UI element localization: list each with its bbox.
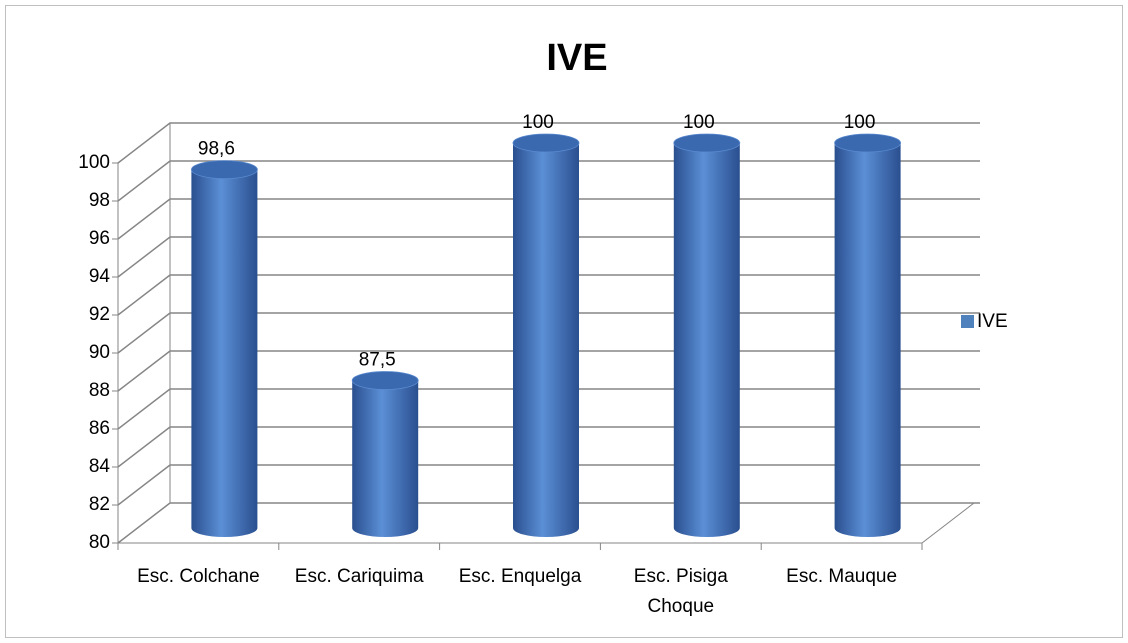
y-tick-label: 92 (89, 304, 110, 325)
y-tick-label: 100 (78, 152, 110, 173)
legend-label: IVE (977, 311, 1008, 332)
y-tick-label: 90 (89, 342, 110, 363)
bar-top (351, 371, 419, 390)
y-tick-label: 80 (89, 532, 110, 553)
legend-swatch (961, 315, 974, 328)
y-tick-label: 98 (89, 190, 110, 211)
bar-top (190, 160, 258, 180)
bar (513, 143, 579, 537)
x-tick-label: Esc. Colchane (137, 566, 260, 587)
value-label: 100 (683, 112, 715, 133)
y-tick-label: 88 (89, 380, 110, 401)
y-tick-label: 82 (89, 494, 110, 515)
grid-line (117, 122, 980, 164)
x-tick-label: Esc. Enquelga (458, 566, 582, 587)
bar (352, 380, 419, 537)
y-tick-label: 86 (89, 418, 110, 439)
bar-top (512, 133, 580, 153)
bar (834, 143, 901, 537)
bar (673, 143, 740, 537)
x-tick-label: Esc. Cariquima (294, 566, 424, 587)
y-tick-label: 94 (89, 266, 111, 287)
y-tick-label: 84 (89, 456, 111, 477)
bar-top (673, 133, 741, 153)
value-label: 87,5 (359, 350, 396, 371)
value-label: 98,6 (198, 139, 235, 160)
chart-title: IVE (546, 37, 607, 79)
value-label: 100 (844, 112, 876, 133)
value-label: 100 (522, 112, 554, 133)
x-tick-label: Esc. Mauque (786, 566, 898, 587)
bar-top (834, 133, 901, 153)
y-tick-label: 96 (89, 228, 110, 249)
bar (191, 169, 258, 537)
x-tick-label: Esc. Pisiga Choque (633, 566, 728, 617)
